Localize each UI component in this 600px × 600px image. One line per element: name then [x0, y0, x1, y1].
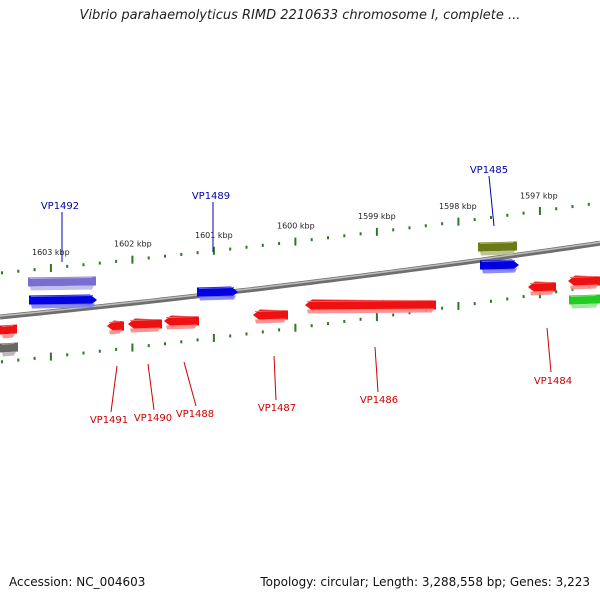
- gene-red-left-highlight: [1, 325, 14, 327]
- gene-VP1491: [107, 320, 124, 332]
- chromosome-backbone: [0, 240, 600, 320]
- gene-label-VP1489: VP1489: [192, 191, 230, 202]
- gene-VP1486: [305, 299, 436, 311]
- gene-VP1490-highlight: [129, 319, 159, 321]
- gene-VP1490: [128, 318, 162, 330]
- gene-VP1491-highlight: [108, 321, 121, 323]
- gene-VP1486-highlight: [306, 300, 433, 302]
- gene-VP1491-shadow: [109, 329, 122, 335]
- gene-grey-left-shadow: [2, 351, 16, 357]
- gene-red-right-highlight: [569, 276, 597, 278]
- gene-VP1489: [197, 286, 238, 298]
- kbp-label: 1599 kbp: [358, 212, 396, 221]
- chromosome-backbone-highlight: [0, 241, 600, 317]
- leader-line-VP1488: [183, 361, 197, 407]
- gene-label-VP1491: VP1491: [90, 415, 128, 426]
- gene-green-right-shadow: [571, 303, 598, 309]
- gene-VP1485-rna-shadow: [480, 250, 515, 256]
- gene-green-right: [569, 294, 600, 305]
- gene-red-left: [0, 324, 17, 335]
- gene-grey-left: [0, 342, 18, 353]
- leader-line-VP1490: [147, 363, 155, 411]
- kbp-label: 1597 kbp: [520, 192, 558, 201]
- map-title: Vibrio parahaemolyticus RIMD 2210633 chr…: [79, 8, 521, 23]
- gene-VP1486-shadow: [307, 308, 434, 314]
- gene-label-VP1486: VP1486: [360, 395, 398, 406]
- gene-VP1485-highlight: [481, 260, 516, 262]
- gene-VP1489-shadow: [199, 295, 236, 301]
- gene-label-VP1484: VP1484: [534, 376, 572, 387]
- gene-VP1488-shadow: [166, 324, 197, 330]
- kbp-label: 1598 kbp: [439, 202, 477, 211]
- gene-red-right-shadow: [570, 284, 598, 290]
- kbp-label: 1602 kbp: [114, 240, 152, 249]
- gene-label-VP1488: VP1488: [176, 409, 214, 420]
- accession-text: Accession: NC_004603: [9, 575, 146, 589]
- gene-VP1492-upper-highlight: [29, 277, 93, 279]
- gene-VP1487-highlight: [254, 310, 285, 312]
- leader-line-VP1487: [273, 355, 277, 401]
- kbp-label: 1601 kbp: [195, 231, 233, 240]
- leader-line-VP1485: [488, 175, 495, 227]
- gene-green-right-highlight: [570, 295, 597, 297]
- gene-grey-left-highlight: [1, 343, 15, 345]
- gene-VP1490-shadow: [130, 327, 160, 333]
- gene-VP1484-highlight: [529, 282, 553, 284]
- gene-label-VP1485: VP1485: [470, 165, 508, 176]
- kbp-label: 1603 kbp: [32, 248, 70, 257]
- gene-VP1485-shadow: [482, 268, 517, 274]
- leader-line-VP1486: [374, 346, 379, 393]
- gene-red-left-shadow: [2, 333, 15, 339]
- kbp-label: 1600 kbp: [277, 222, 315, 231]
- gene-VP1485: [480, 259, 519, 271]
- gene-label-VP1487: VP1487: [258, 403, 296, 414]
- gene-label-VP1492: VP1492: [41, 201, 79, 212]
- gene-VP1484: [528, 281, 556, 293]
- gene-red-right: [568, 275, 600, 287]
- gene-VP1487: [253, 309, 288, 321]
- leader-line-VP1491: [110, 365, 118, 413]
- leader-line-VP1484: [546, 327, 552, 373]
- gene-VP1484-shadow: [530, 290, 554, 296]
- gene-VP1492: [29, 294, 97, 306]
- gene-VP1492-upper: [28, 276, 96, 287]
- gene-label-VP1490: VP1490: [134, 413, 172, 424]
- gene-VP1492-upper-shadow: [30, 285, 94, 291]
- gene-VP1488: [164, 315, 199, 327]
- gene-VP1492-shadow: [31, 303, 95, 309]
- gene-VP1492-highlight: [30, 295, 94, 297]
- gene-VP1485-rna: [478, 241, 517, 252]
- gene-VP1489-highlight: [198, 287, 235, 289]
- gene-VP1485-rna-highlight: [479, 242, 514, 244]
- gene-VP1488-highlight: [165, 316, 196, 318]
- gene-VP1487-shadow: [255, 318, 286, 324]
- genome-summary-text: Topology: circular; Length: 3,288,558 bp…: [260, 575, 590, 589]
